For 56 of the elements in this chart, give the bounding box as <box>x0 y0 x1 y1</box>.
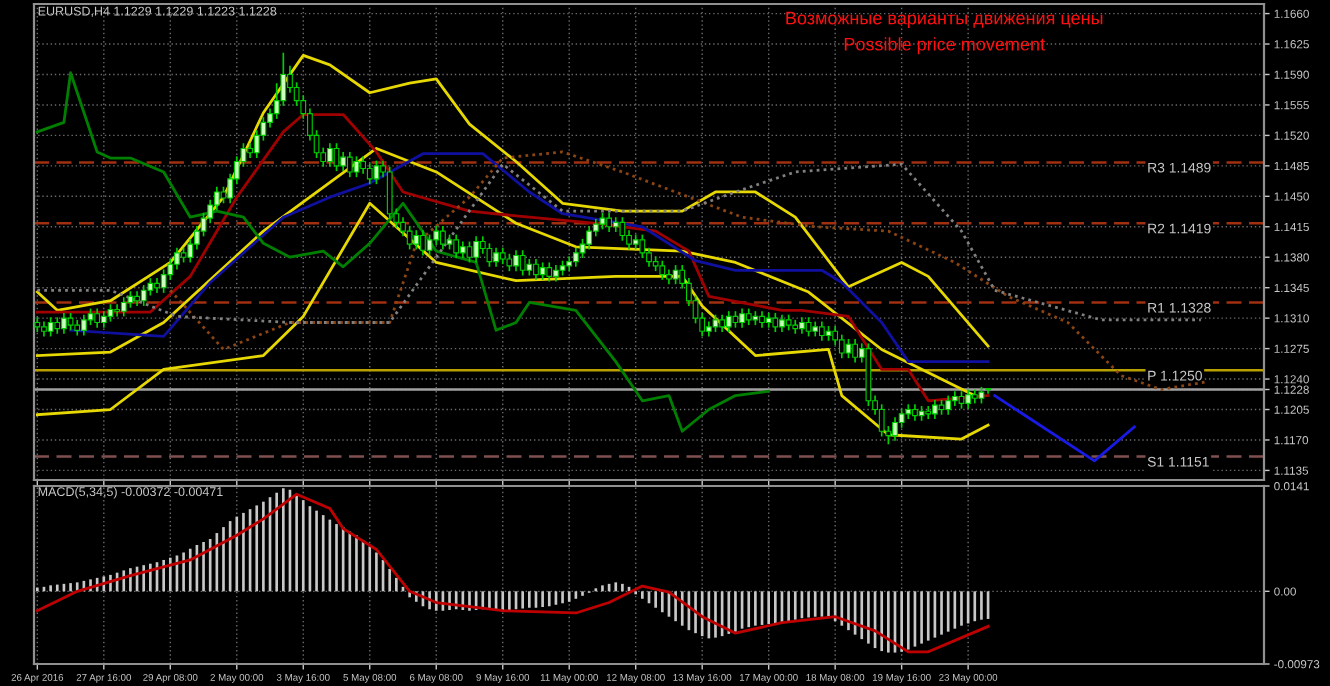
candlestick <box>406 225 413 251</box>
candlestick <box>546 261 553 283</box>
candlestick <box>120 296 127 318</box>
candlestick <box>61 312 67 335</box>
candlestick <box>932 399 938 420</box>
candlestick <box>586 225 593 251</box>
candlestick <box>326 142 333 168</box>
candlestick <box>519 249 526 277</box>
candlestick <box>366 162 373 185</box>
candlestick <box>373 159 380 185</box>
candlestick <box>94 307 101 329</box>
candlestick <box>114 303 120 318</box>
candlestick <box>386 165 393 220</box>
candlestick <box>533 258 539 281</box>
candlestick <box>473 235 480 264</box>
candlestick <box>852 338 858 364</box>
annotation: Possible price movement <box>844 37 1045 55</box>
candlestick <box>513 249 519 272</box>
candlestick <box>333 142 340 172</box>
candlestick <box>739 307 745 329</box>
candlestick <box>493 246 499 268</box>
candlestick <box>353 155 360 179</box>
candlestick <box>572 246 579 268</box>
candlestick <box>80 313 87 337</box>
candlestick <box>878 403 885 438</box>
line-series <box>35 53 990 348</box>
candlestick <box>346 151 353 179</box>
candlestick <box>838 333 845 360</box>
line-series <box>35 71 771 433</box>
candlestick <box>639 233 646 259</box>
candlestick <box>619 216 626 242</box>
candlestick <box>47 316 54 338</box>
candlestick <box>725 310 732 333</box>
candlestick <box>772 312 779 333</box>
candlestick <box>340 151 347 172</box>
candlestick <box>892 416 898 442</box>
candlestick <box>945 394 952 416</box>
candlestick <box>466 240 473 264</box>
annotation: Возможные варианты движения цены <box>786 11 1103 28</box>
candlestick <box>486 242 493 268</box>
candlestick <box>453 233 460 259</box>
line-series <box>168 150 1209 391</box>
candlestick <box>845 338 852 360</box>
candlestick <box>140 284 147 307</box>
candlestick <box>965 388 972 410</box>
candlestick <box>426 233 433 257</box>
candlestick <box>659 259 666 281</box>
candlestick <box>805 316 812 338</box>
candlestick <box>672 264 679 286</box>
candlestick <box>818 320 825 342</box>
candlestick <box>420 229 426 257</box>
candlestick <box>413 229 420 251</box>
line-series <box>69 152 990 364</box>
line-series <box>35 201 990 441</box>
candlestick <box>440 225 446 251</box>
candlestick <box>606 212 612 233</box>
